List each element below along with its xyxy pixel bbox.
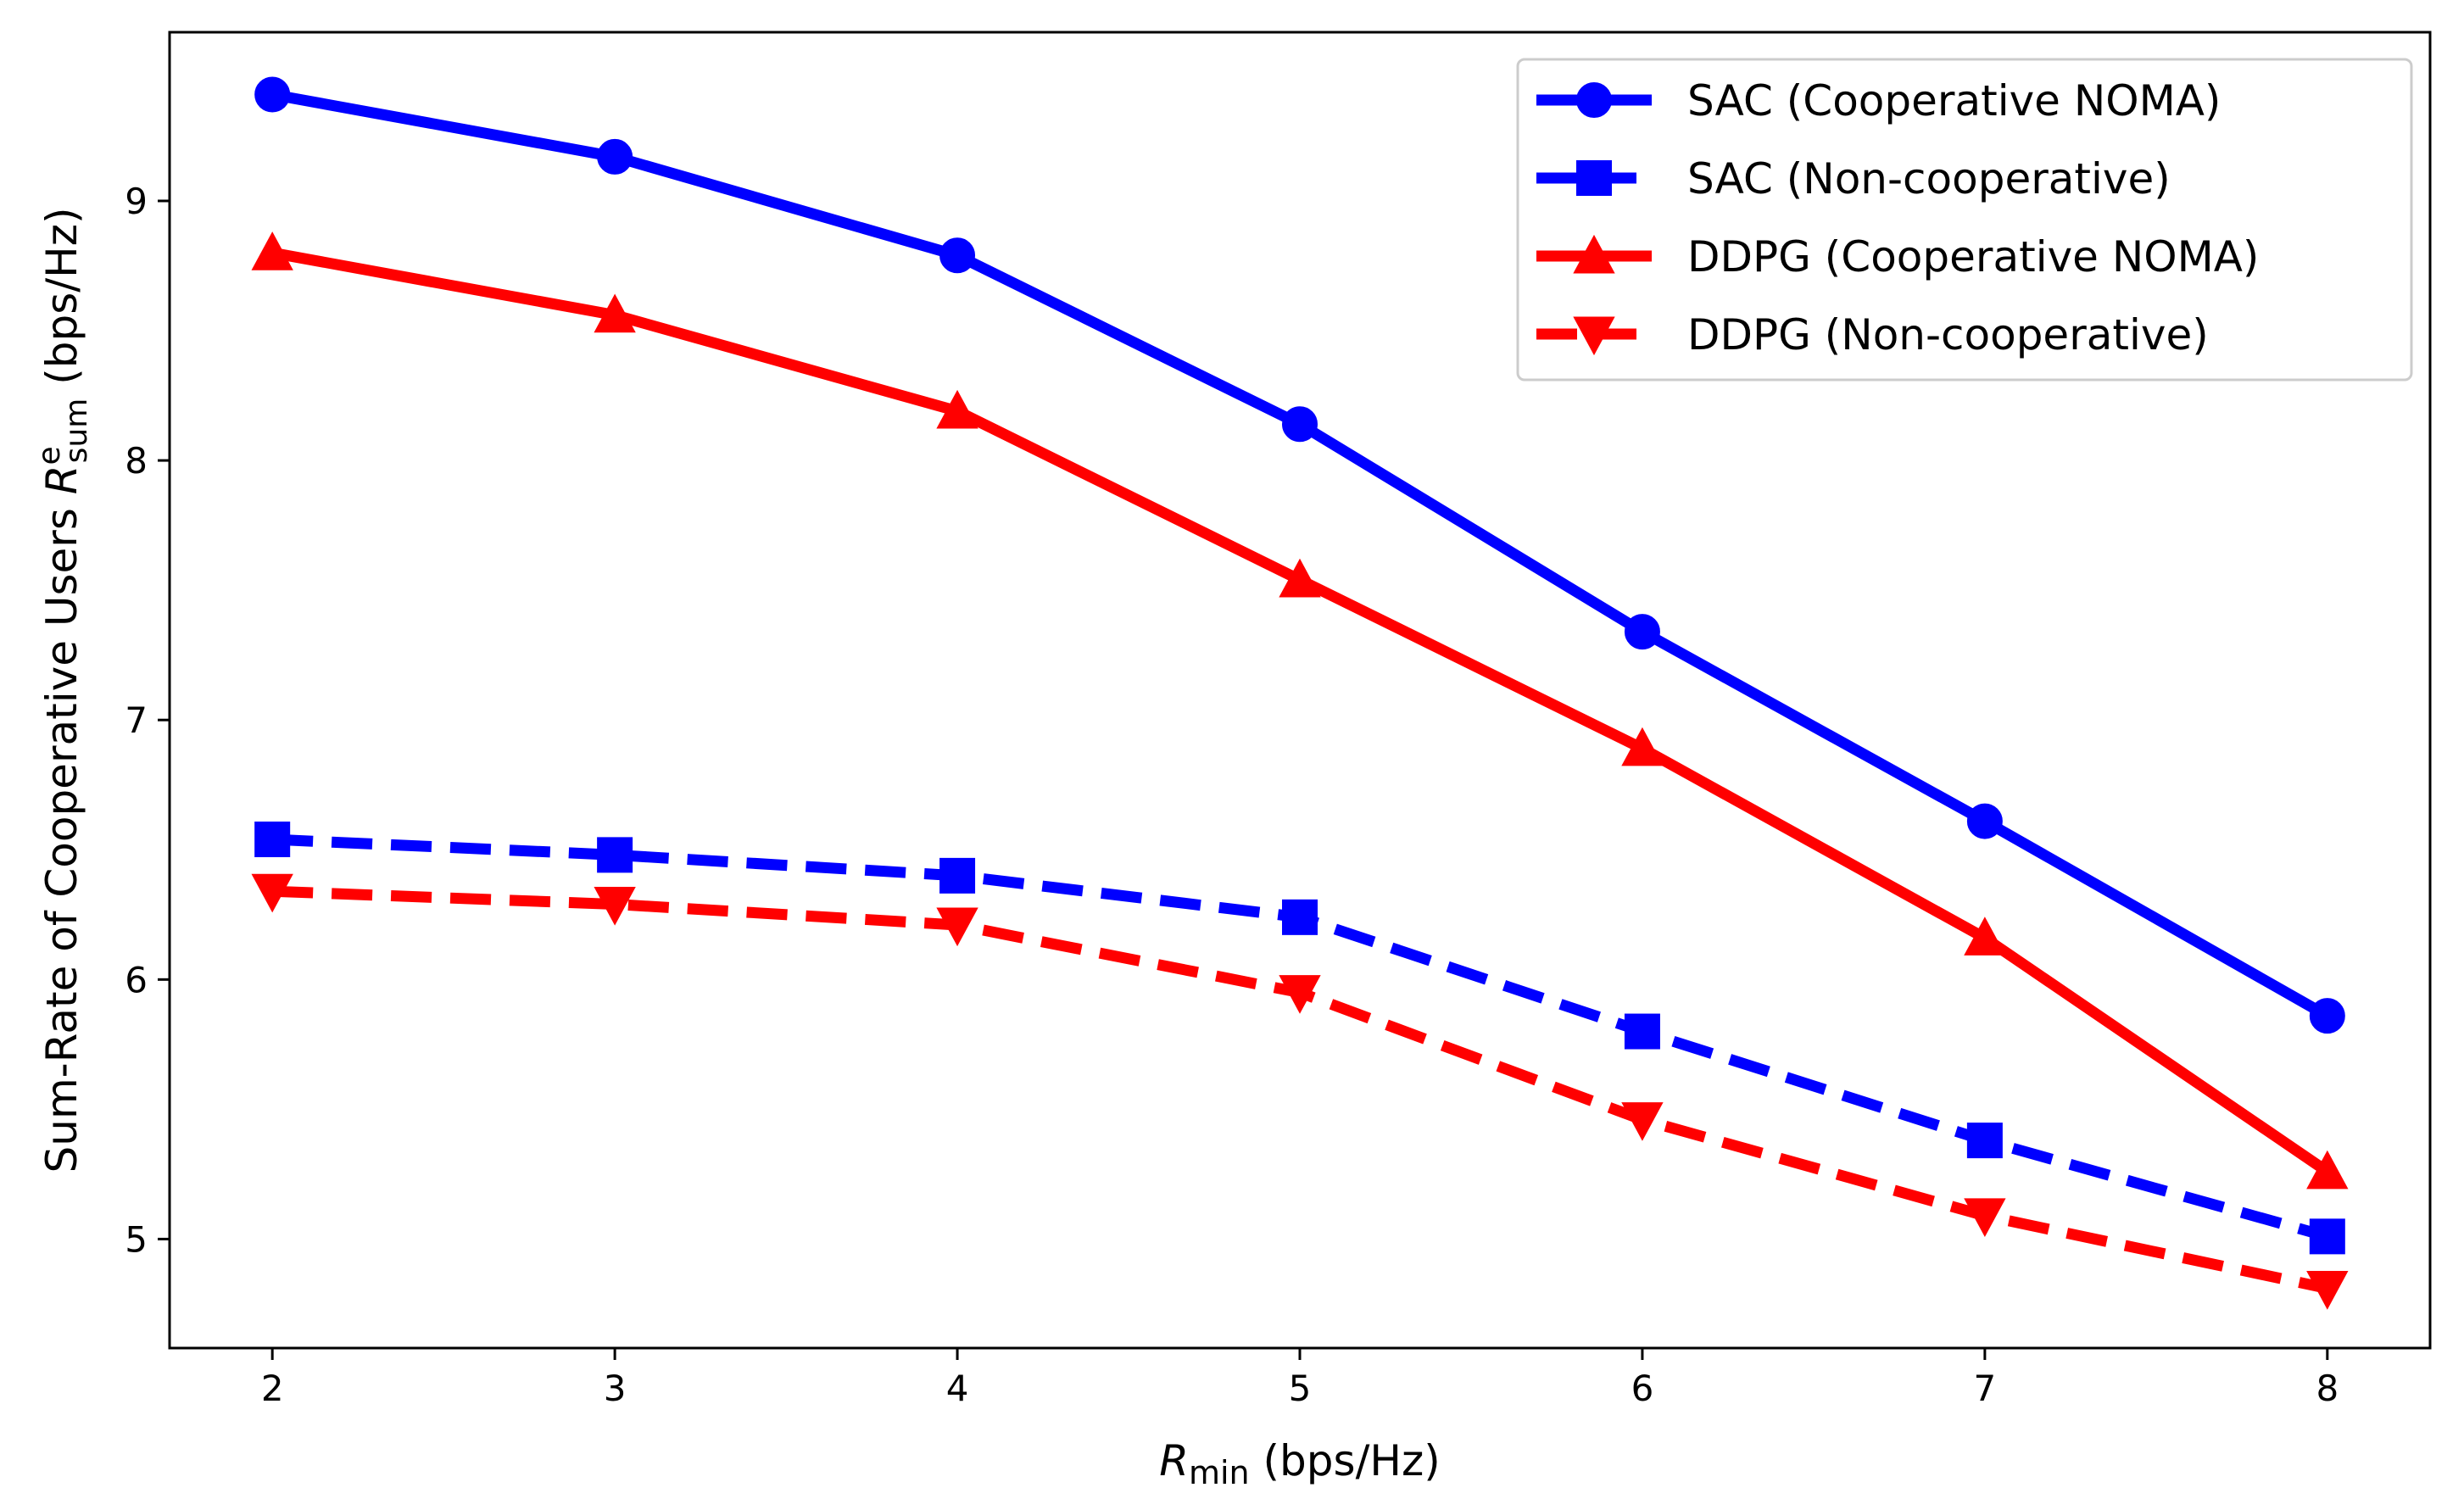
data-point-triangle-up xyxy=(594,293,636,333)
y-tick-label: 7 xyxy=(125,699,148,741)
data-point-circle xyxy=(1282,406,1318,443)
data-point-triangle-up xyxy=(2306,1150,2349,1190)
data-point-circle xyxy=(1576,82,1612,118)
y-axis: 5 6 7 8 9 xyxy=(125,181,170,1260)
y-tick-label: 9 xyxy=(125,181,148,222)
data-point-triangle-up xyxy=(1621,727,1664,766)
data-point-circle xyxy=(939,237,976,274)
x-tick-label: 2 xyxy=(261,1368,284,1409)
data-point-circle xyxy=(254,76,291,113)
data-point-square xyxy=(1966,1123,2003,1159)
x-axis-label: Rmin (bps/Hz) xyxy=(1159,1436,1441,1491)
legend-entry: SAC (Cooperative NOMA) xyxy=(1536,76,2221,125)
legend-entry: SAC (Non-cooperative) xyxy=(1536,154,2171,203)
legend-entry: DDPG (Cooperative NOMA) xyxy=(1536,232,2259,281)
data-point-triangle-up xyxy=(1573,234,1615,274)
data-point-triangle-up xyxy=(1279,558,1321,598)
plot-marks xyxy=(251,76,2349,1310)
legend-entry: DDPG (Non-cooperative) xyxy=(1536,310,2209,359)
legend-box xyxy=(1516,58,2413,382)
y-axis-label-sub: sum xyxy=(59,398,94,464)
legend-label: SAC (Cooperative NOMA) xyxy=(1687,76,2221,125)
y-tick-label: 6 xyxy=(125,959,148,1000)
data-point-triangle-down xyxy=(594,886,636,926)
legend-label: SAC (Non-cooperative) xyxy=(1687,154,2171,203)
data-point-circle xyxy=(597,138,633,175)
data-point-triangle-down xyxy=(1964,1198,2006,1237)
data-point-circle xyxy=(1624,614,1660,650)
y-tick-label: 5 xyxy=(125,1218,148,1260)
y-axis-label: Sum-Rate of Cooperative Users Resum (bps… xyxy=(32,208,94,1173)
series-line xyxy=(271,885,2329,1294)
data-point-square xyxy=(1624,1013,1660,1050)
x-tick-label: 4 xyxy=(946,1368,969,1409)
legend-label: DDPG (Non-cooperative) xyxy=(1687,310,2209,359)
x-axis: 2 3 4 5 6 7 8 xyxy=(261,1348,2339,1409)
series-3 xyxy=(251,231,2349,1190)
data-point-square xyxy=(1282,899,1318,935)
series-4 xyxy=(251,873,2349,1310)
data-point-square xyxy=(939,857,976,894)
x-axis-label-var: R xyxy=(1159,1436,1189,1485)
legend-label: DDPG (Cooperative NOMA) xyxy=(1687,232,2259,281)
y-tick-label: 8 xyxy=(125,440,148,482)
data-point-square xyxy=(254,822,291,858)
data-point-triangle-down xyxy=(936,907,978,947)
legend: SAC (Cooperative NOMA) SAC (Non-cooperati… xyxy=(1516,58,2413,382)
data-point-square xyxy=(1576,160,1612,196)
x-tick-label: 3 xyxy=(604,1368,627,1409)
data-point-circle xyxy=(1966,803,2003,839)
data-point-triangle-down xyxy=(1621,1102,1664,1141)
y-axis-label-unit: (bps/Hz) xyxy=(37,208,86,398)
data-point-triangle-down xyxy=(1279,975,1321,1014)
y-axis-label-sup: e xyxy=(32,446,67,465)
data-point-triangle-down xyxy=(2306,1271,2349,1310)
series-2 xyxy=(254,822,2345,1255)
data-point-triangle-up xyxy=(251,231,293,270)
x-tick-label: 6 xyxy=(1631,1368,1654,1409)
x-axis-label-unit: (bps/Hz) xyxy=(1250,1436,1441,1485)
series-1 xyxy=(254,76,2345,1034)
x-axis-label-sub: min xyxy=(1189,1454,1250,1491)
data-point-triangle-down xyxy=(1573,316,1615,356)
series-line xyxy=(271,247,2331,1177)
y-axis-label-prefix: Sum-Rate of Cooperative Users xyxy=(37,494,86,1173)
data-point-square xyxy=(2309,1218,2345,1255)
data-point-square xyxy=(597,837,633,873)
data-point-triangle-down xyxy=(251,873,293,913)
x-tick-label: 8 xyxy=(2316,1368,2339,1409)
y-axis-label-var: R xyxy=(37,465,86,494)
x-tick-label: 5 xyxy=(1289,1368,1312,1409)
data-point-triangle-up xyxy=(1964,917,2006,956)
x-tick-label: 7 xyxy=(1974,1368,1997,1409)
data-point-triangle-up xyxy=(936,389,978,429)
data-point-circle xyxy=(2309,998,2345,1034)
